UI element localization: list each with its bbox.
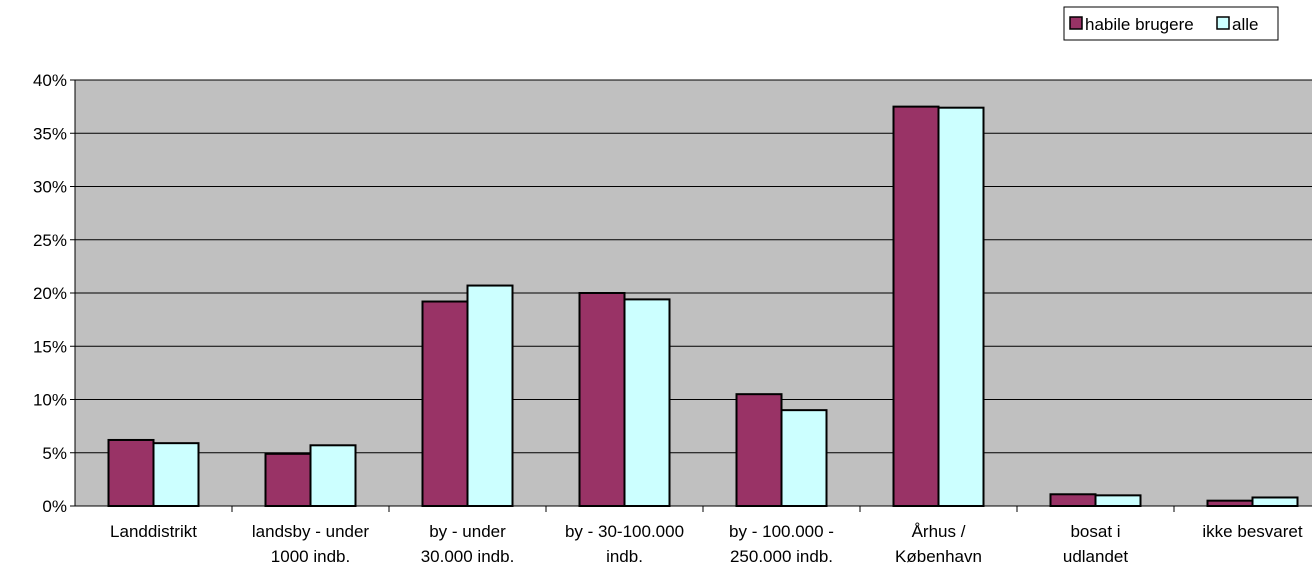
y-tick-label: 35%: [33, 124, 67, 143]
bar-habile-brugere: [264, 452, 312, 508]
bar-alle: [937, 106, 985, 507]
x-category-label: 30.000 indb.: [421, 547, 515, 566]
bar-habile-brugere: [1206, 499, 1254, 507]
bar-habile-brugere: [578, 292, 626, 507]
bar-alle: [623, 298, 671, 508]
bar-alle: [152, 442, 200, 508]
gridlines: [75, 79, 1312, 454]
bar-habile-brugere: [107, 438, 155, 507]
x-category-label: udlandet: [1063, 547, 1129, 566]
x-category-label: 250.000 indb.: [730, 547, 833, 566]
legend: habile brugere alle: [1063, 6, 1279, 41]
x-category-label: by - 30-100.000: [565, 522, 684, 541]
bar-alle: [1251, 496, 1299, 508]
x-category-label: indb.: [606, 547, 643, 566]
y-tick-label: 30%: [33, 178, 67, 197]
bar-habile-brugere: [1049, 493, 1097, 508]
bar-alle: [780, 409, 828, 507]
axes: 0% 5% 10% 15% 20% 25% 30% 35% 40% Landdistrikt lan…: [33, 71, 1312, 566]
legend-swatch: [1069, 16, 1083, 30]
x-category-label: København: [895, 547, 982, 566]
x-category-label: bosat i: [1070, 522, 1120, 541]
legend-label: alle: [1232, 15, 1258, 34]
legend-box: [1063, 6, 1279, 41]
y-tick-label: 0%: [42, 497, 67, 516]
bars: [107, 105, 1299, 508]
x-category-label: landsby - under: [252, 522, 370, 541]
bar-habile-brugere: [421, 300, 469, 507]
y-tick-label: 25%: [33, 231, 67, 250]
x-category-label: ikke besvaret: [1202, 522, 1302, 541]
x-category-label: by - 100.000 -: [729, 522, 834, 541]
legend-swatch: [1216, 16, 1230, 30]
bar-alle: [309, 444, 357, 508]
y-tick-label: 20%: [33, 284, 67, 303]
bar-alle: [466, 284, 514, 508]
x-category-label: by - under: [429, 522, 506, 541]
bar-habile-brugere: [735, 393, 783, 507]
x-category-label: Århus /: [912, 522, 966, 541]
y-tick-label: 40%: [33, 71, 67, 90]
bar-habile-brugere: [892, 105, 940, 507]
bar-alle: [1094, 494, 1142, 508]
x-category-label: 1000 indb.: [271, 547, 350, 566]
x-category-label: Landdistrikt: [110, 522, 197, 541]
legend-label: habile brugere: [1085, 15, 1194, 34]
y-tick-label: 15%: [33, 337, 67, 356]
y-tick-label: 5%: [42, 444, 67, 463]
y-tick-label: 10%: [33, 391, 67, 410]
